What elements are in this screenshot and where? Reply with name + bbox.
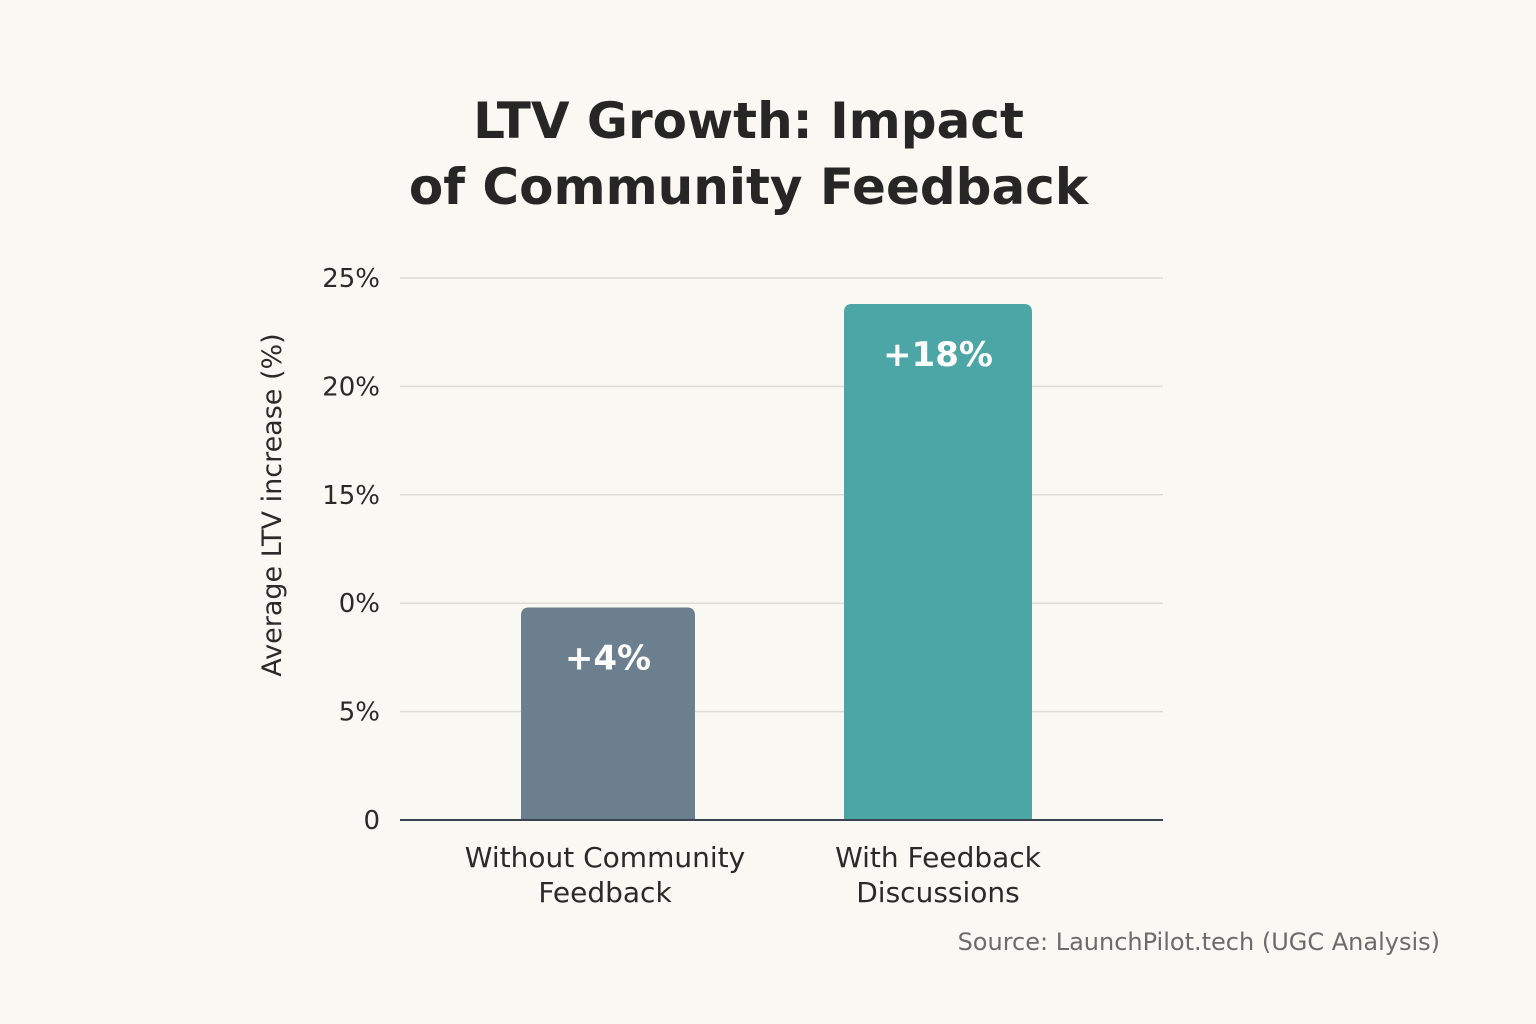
x-category-label: Feedback [538,876,672,909]
bar-data-label: +4% [565,639,651,679]
y-tick-label: 15% [322,481,380,511]
chart-title: LTV Growth: Impact of Community Feedback [0,88,1497,220]
x-category-label: Discussions [856,876,1020,909]
gridlines [400,277,1163,713]
y-axis-ticks: 0 5% 0% 15% 20% 25% [322,264,380,836]
y-tick-label: 0 [363,806,380,836]
chart-title-line-2: of Community Feedback [408,158,1089,216]
bars: +4% +18% [521,304,1032,820]
bar [521,607,695,820]
chart-title-line-1: LTV Growth: Impact [473,92,1024,150]
bar-data-label: +18% [883,335,993,375]
y-tick-label: 0% [339,589,380,619]
x-category-label: Without Community [465,841,745,874]
x-category-label: With Feedback [835,841,1042,874]
y-axis-label: Average LTV increase (%) [257,333,288,676]
bar [844,304,1032,820]
y-tick-label: 20% [322,372,380,402]
source-note: Source: LaunchPilot.tech (UGC Analysis) [957,928,1440,956]
y-tick-label: 25% [322,264,380,294]
y-tick-label: 5% [339,698,380,728]
